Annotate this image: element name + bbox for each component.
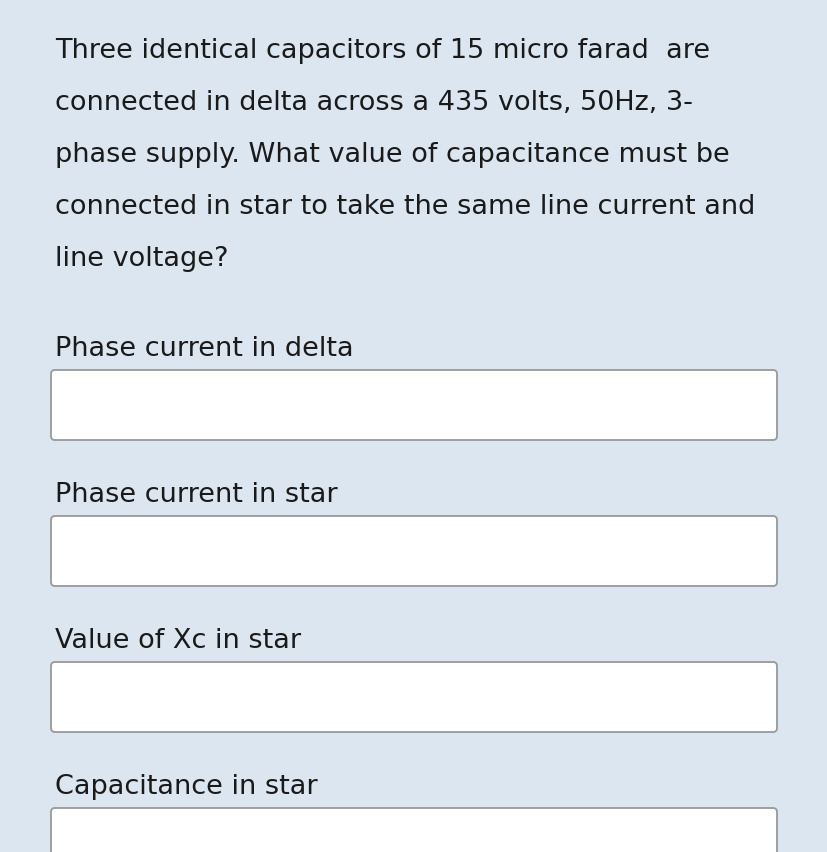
Text: Phase current in star: Phase current in star [55,482,337,508]
Text: Three identical capacitors of 15 micro farad  are: Three identical capacitors of 15 micro f… [55,38,710,64]
FancyBboxPatch shape [51,370,776,440]
FancyBboxPatch shape [51,662,776,732]
FancyBboxPatch shape [51,808,776,852]
Text: connected in star to take the same line current and: connected in star to take the same line … [55,194,754,220]
Text: Phase current in delta: Phase current in delta [55,336,353,362]
Text: phase supply. What value of capacitance must be: phase supply. What value of capacitance … [55,142,729,168]
Text: line voltage?: line voltage? [55,246,228,272]
Text: Capacitance in star: Capacitance in star [55,774,318,800]
Text: Value of Xc in star: Value of Xc in star [55,628,301,654]
FancyBboxPatch shape [51,516,776,586]
Text: connected in delta across a 435 volts, 50Hz, 3-: connected in delta across a 435 volts, 5… [55,90,692,116]
